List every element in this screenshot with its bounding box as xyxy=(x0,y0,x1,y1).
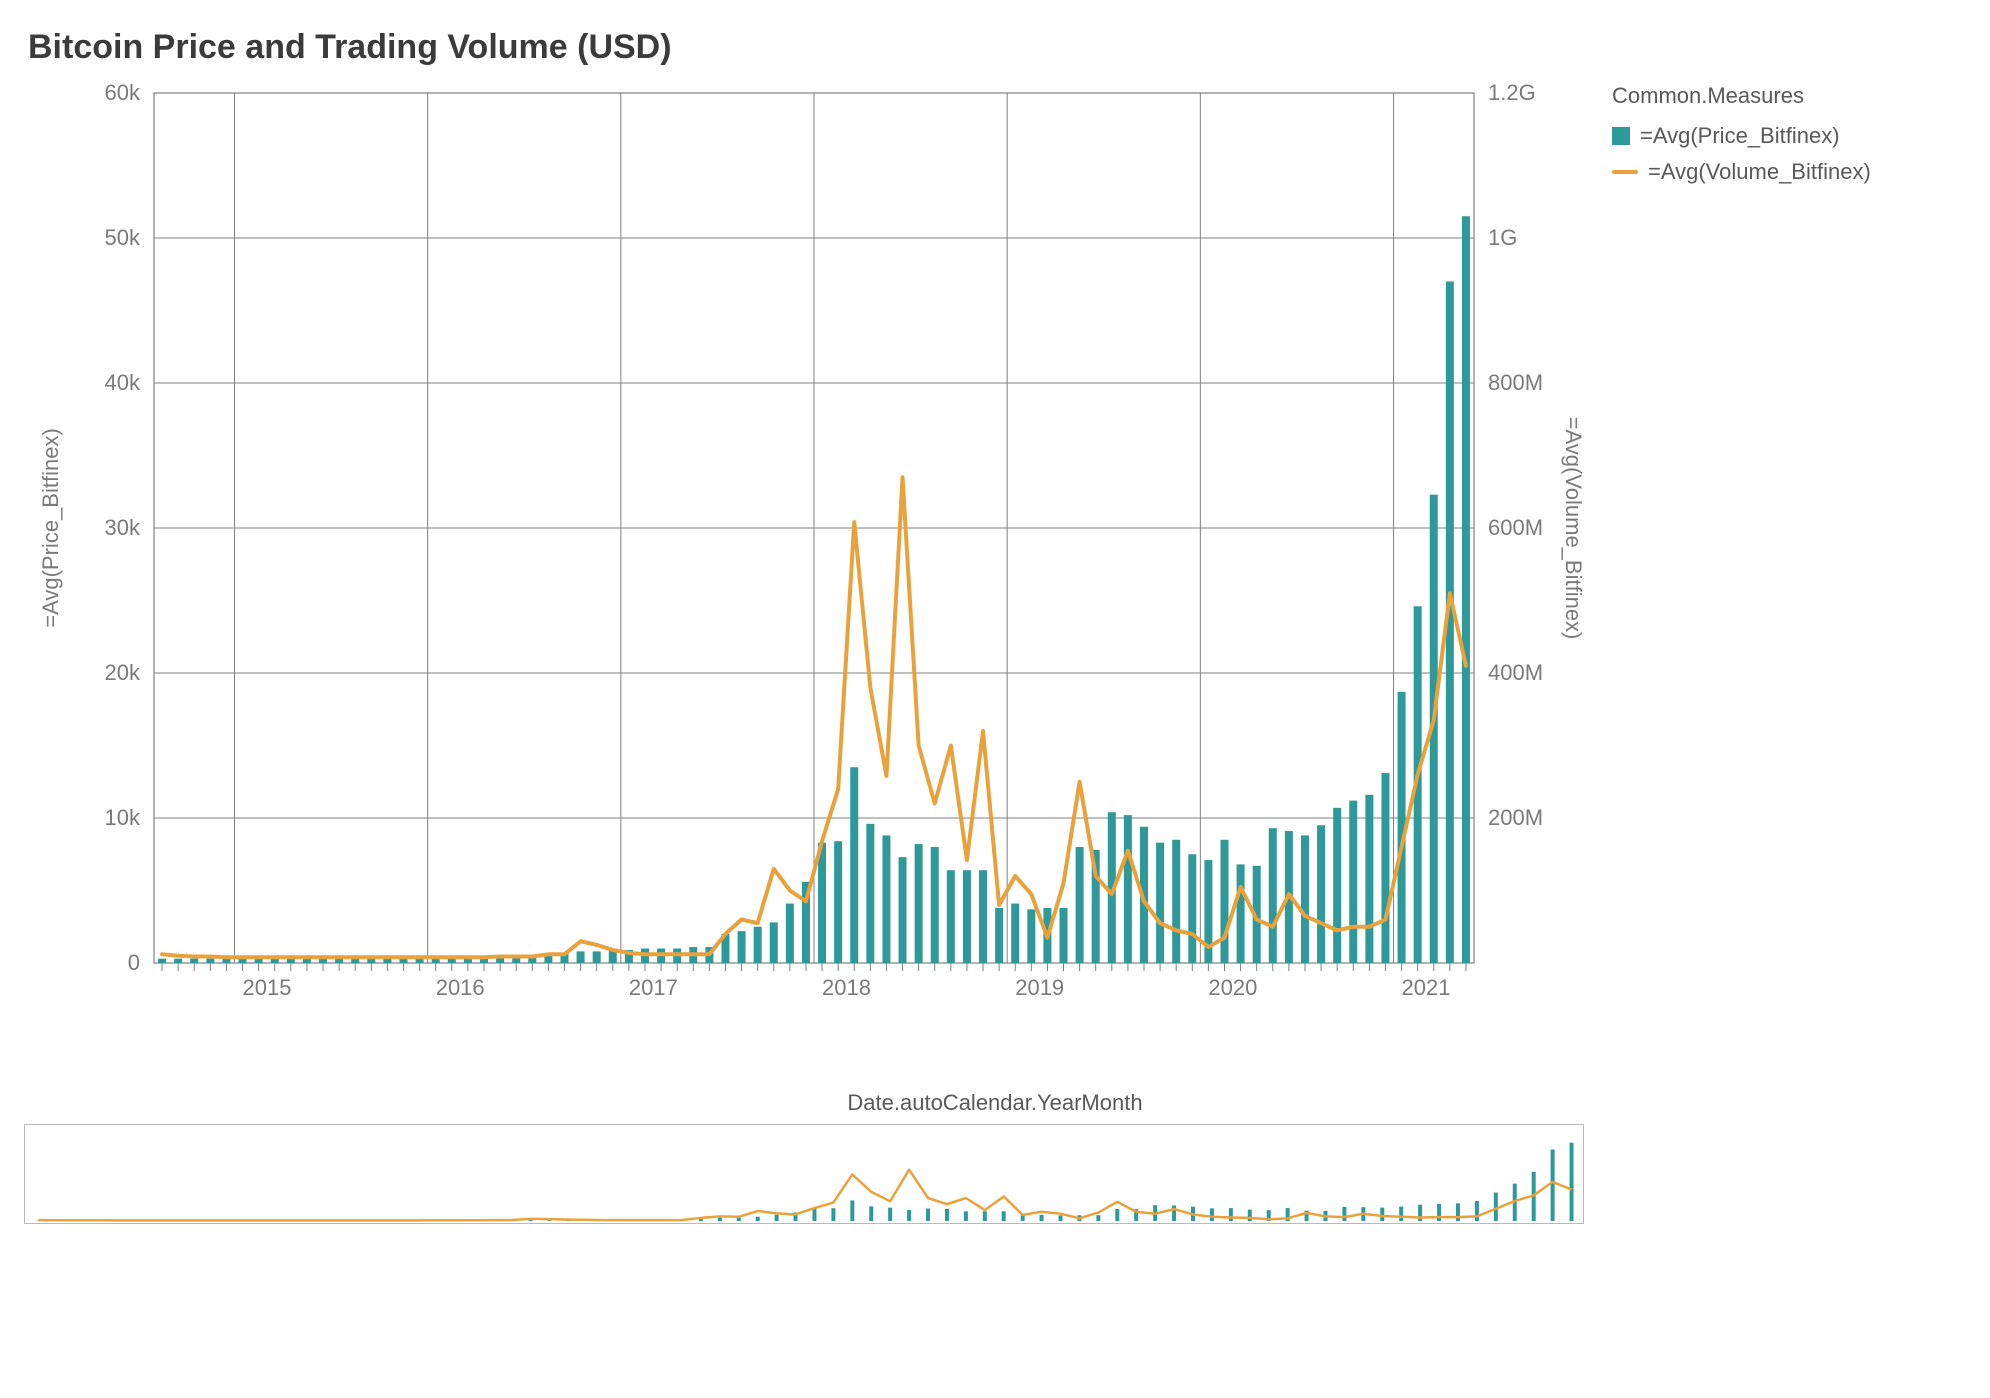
svg-text:=Avg(Volume_Bitfinex): =Avg(Volume_Bitfinex) xyxy=(1561,417,1584,640)
range-selector[interactable] xyxy=(24,1124,1584,1224)
svg-text:1.2G: 1.2G xyxy=(1488,80,1536,105)
range-selector-chart xyxy=(25,1125,1585,1225)
svg-text:2017: 2017 xyxy=(629,975,678,1000)
legend: Common.Measures =Avg(Price_Bitfinex) =Av… xyxy=(1584,73,1871,195)
chart-title: Bitcoin Price and Trading Volume (USD) xyxy=(28,28,1966,67)
svg-text:600M: 600M xyxy=(1488,515,1543,540)
svg-text:400M: 400M xyxy=(1488,660,1543,685)
svg-text:1G: 1G xyxy=(1488,225,1517,250)
main-chart-container: 0 10k 20k 30k 40k 50k 60k 200M 400M 600M 800M 1G 1.2… xyxy=(24,73,1584,1048)
range-selector-label: Date.autoCalendar.YearMonth xyxy=(24,1090,1966,1116)
svg-text:10k: 10k xyxy=(105,805,141,830)
svg-text:2021: 2021 xyxy=(1402,975,1451,1000)
svg-text:2018: 2018 xyxy=(822,975,871,1000)
svg-text:60k: 60k xyxy=(105,80,141,105)
svg-text:2020: 2020 xyxy=(1208,975,1257,1000)
svg-text:20k: 20k xyxy=(105,660,141,685)
legend-item-label: =Avg(Volume_Bitfinex) xyxy=(1648,159,1871,185)
svg-text:30k: 30k xyxy=(105,515,141,540)
legend-item-volume[interactable]: =Avg(Volume_Bitfinex) xyxy=(1612,159,1871,185)
page-root: Bitcoin Price and Trading Volume (USD) 0… xyxy=(0,0,1990,1398)
svg-text:800M: 800M xyxy=(1488,370,1543,395)
svg-text:=Avg(Price_Bitfinex): =Avg(Price_Bitfinex) xyxy=(38,428,63,628)
legend-item-label: =Avg(Price_Bitfinex) xyxy=(1640,123,1840,149)
svg-text:0: 0 xyxy=(128,950,140,975)
svg-text:2016: 2016 xyxy=(436,975,485,1000)
combo-chart[interactable]: 0 10k 20k 30k 40k 50k 60k 200M 400M 600M 800M 1G 1.2… xyxy=(24,73,1584,1043)
legend-title: Common.Measures xyxy=(1612,83,1871,109)
legend-swatch-line xyxy=(1612,170,1638,174)
legend-item-price[interactable]: =Avg(Price_Bitfinex) xyxy=(1612,123,1871,149)
svg-text:200M: 200M xyxy=(1488,805,1543,830)
legend-swatch-bar xyxy=(1612,127,1630,145)
svg-text:40k: 40k xyxy=(105,370,141,395)
svg-text:2019: 2019 xyxy=(1015,975,1064,1000)
svg-text:2015: 2015 xyxy=(243,975,292,1000)
svg-text:50k: 50k xyxy=(105,225,141,250)
main-row: 0 10k 20k 30k 40k 50k 60k 200M 400M 600M 800M 1G 1.2… xyxy=(24,73,1966,1048)
